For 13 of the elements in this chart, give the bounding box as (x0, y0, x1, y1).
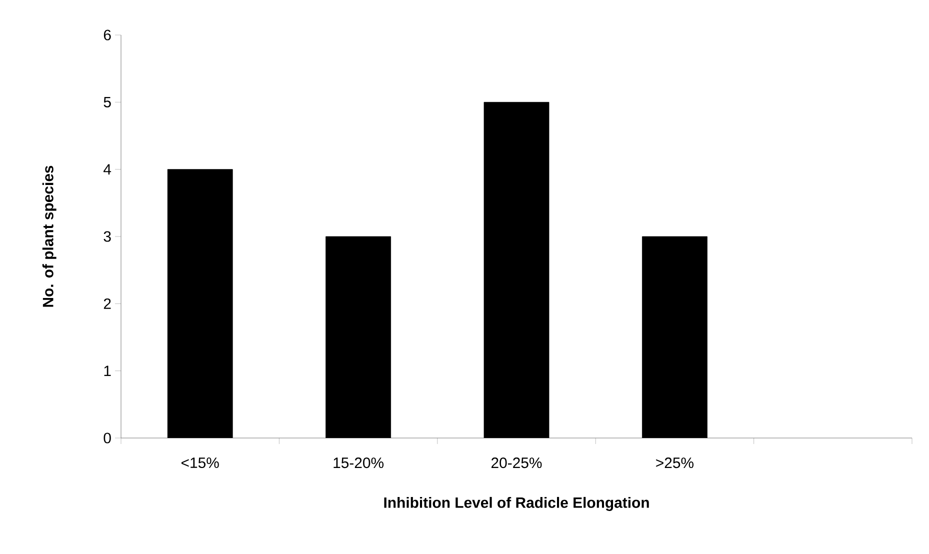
y-tick-label: 2 (104, 298, 111, 309)
y-tick-label: 5 (104, 96, 111, 108)
x-tick-label: 20-25% (492, 458, 542, 468)
y-tick-label: 0 (104, 432, 111, 444)
y-axis-title: No. of plant species (42, 166, 56, 307)
x-tick-label: 15-20% (334, 458, 384, 468)
y-tick-label: 4 (104, 164, 112, 174)
y-tick-label: 6 (104, 30, 111, 40)
x-axis-title: Inhibition Level of Radicle Elongation (384, 496, 649, 511)
x-tick-label: >25% (656, 458, 694, 468)
x-tick-label: <15% (182, 458, 219, 468)
y-tick-label: 3 (104, 231, 111, 242)
y-tick-label: 1 (104, 366, 111, 376)
